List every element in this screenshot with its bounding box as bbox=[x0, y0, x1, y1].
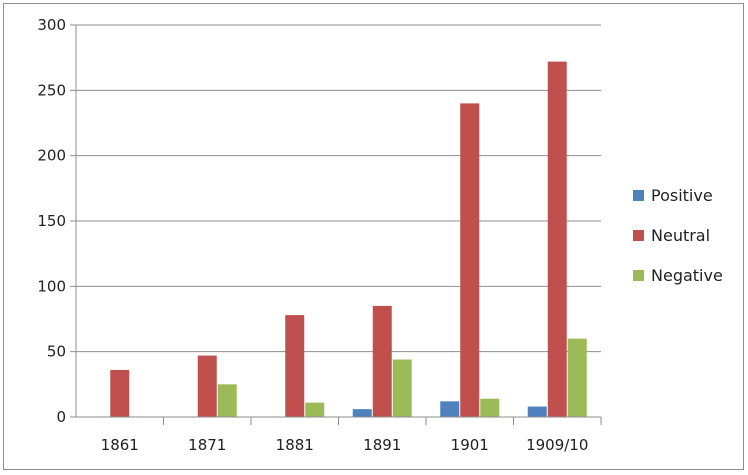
y-tick-label: 200 bbox=[37, 147, 66, 165]
bar-negative bbox=[480, 398, 500, 417]
y-tick-label: 0 bbox=[56, 408, 66, 426]
y-tick-label: 300 bbox=[37, 16, 66, 34]
x-tick-label: 1881 bbox=[276, 436, 314, 454]
x-tick-label: 1871 bbox=[188, 436, 226, 454]
bar-neutral bbox=[110, 369, 130, 417]
x-tick-label: 1891 bbox=[363, 436, 401, 454]
bar-positive bbox=[527, 406, 547, 417]
x-tick-label: 1909/10 bbox=[526, 436, 588, 454]
y-tick-label: 250 bbox=[37, 81, 66, 99]
legend-swatch-positive bbox=[633, 190, 644, 201]
bar-negative bbox=[567, 338, 587, 417]
bar-neutral bbox=[372, 305, 392, 417]
bar-positive bbox=[352, 409, 372, 417]
y-tick-label: 100 bbox=[37, 277, 66, 295]
legend-swatch-negative bbox=[633, 270, 644, 281]
legend-label-positive: Positive bbox=[651, 186, 713, 205]
bar-negative bbox=[305, 402, 325, 417]
bar-positive bbox=[440, 401, 460, 417]
bar-neutral bbox=[197, 355, 217, 417]
bar-neutral bbox=[460, 103, 480, 418]
gridlines bbox=[76, 24, 601, 353]
x-tick-label: 1861 bbox=[101, 436, 139, 454]
x-tick-label: 1901 bbox=[451, 436, 489, 454]
bar-negative bbox=[217, 384, 237, 417]
bar-neutral bbox=[547, 61, 567, 417]
legend: Positive Neutral Negative bbox=[633, 186, 723, 285]
y-tick-label: 50 bbox=[47, 343, 66, 361]
bar-neutral bbox=[285, 315, 305, 417]
legend-label-negative: Negative bbox=[651, 266, 723, 285]
bar-negative bbox=[392, 359, 412, 417]
bars bbox=[110, 61, 587, 418]
legend-label-neutral: Neutral bbox=[651, 226, 710, 245]
y-tick-label: 150 bbox=[37, 212, 66, 230]
legend-swatch-neutral bbox=[633, 230, 644, 241]
axes: 0 50 100 150 200 250 300 1861 1871 1881 1891 1901 19… bbox=[37, 16, 602, 454]
